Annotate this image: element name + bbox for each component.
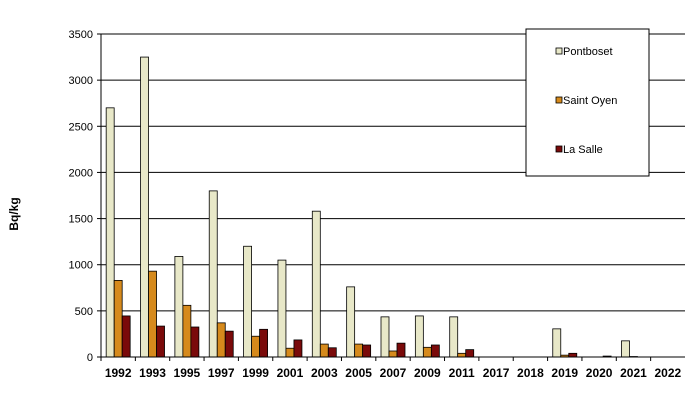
x-tick-label: 1992 [105,366,132,380]
x-tick-label: 2021 [620,366,647,380]
y-tick-label: 2000 [69,167,93,179]
y-tick-label: 1500 [69,214,93,226]
y-tick-label: 0 [87,352,93,364]
bar-pontboset-2007 [380,316,390,358]
bar-la-salle-2001 [293,339,303,358]
x-tick-label: 2020 [586,366,613,380]
axes [100,34,685,358]
gridlines [101,33,685,312]
bar-saint-oyen-2009 [422,346,432,358]
y-axis-label: Bq/kg [7,197,21,230]
bar-pontboset-2019 [552,328,562,358]
y-axis-ticks: 0 500 1000 1500 2000 2500 3000 3500 [69,29,101,364]
y-tick-label: 3500 [69,29,93,41]
legend: Pontboset Saint Oyen La Salle [525,28,650,177]
bar-pontboset-2003 [311,210,321,358]
bar-la-salle-2009 [430,344,440,358]
x-tick-label: 2003 [311,366,338,380]
x-tick-label: 1999 [242,366,269,380]
legend-box [525,28,650,177]
legend-swatch [555,145,563,153]
x-tick-label: 2005 [345,366,372,380]
x-tick-label: 1995 [174,366,201,380]
y-tick-label: 2500 [69,121,93,133]
bar-saint-oyen-2001 [285,347,295,358]
bar-la-salle-1999 [259,328,268,358]
bar-pontboset-1993 [140,56,149,358]
bar-pontboset-1997 [208,190,218,358]
bar-saint-oyen-1995 [182,304,192,358]
y-tick-label: 3000 [69,75,93,87]
bar-saint-oyen-1997 [216,322,226,358]
x-tick-label: 2009 [414,366,441,380]
x-tick-label: 1993 [139,366,166,380]
bars [105,56,638,358]
x-tick-label: 2001 [277,366,304,380]
legend-swatch [555,96,563,104]
bar-la-salle-1992 [121,315,131,358]
bar-la-salle-2007 [396,342,406,358]
y-tick-label: 500 [75,306,93,318]
bar-la-salle-1993 [156,325,165,358]
bar-pontboset-1999 [243,245,252,358]
bar-la-salle-2011 [465,349,475,358]
bar-saint-oyen-2007 [388,350,398,358]
bar-pontboset-1992 [105,107,115,358]
bar-la-salle-2003 [327,347,337,358]
x-tick-label: 2011 [449,366,475,380]
legend-swatch [555,47,563,55]
bar-pontboset-2009 [414,315,424,358]
legend-label: Pontboset [563,46,613,58]
bar-saint-oyen-2003 [319,343,329,358]
bar-saint-oyen-1993 [148,270,157,358]
bar-la-salle-2019 [568,352,578,358]
y-tick-label: 1000 [69,260,93,272]
x-tick-label: 2017 [483,366,510,380]
bar-saint-oyen-1992 [113,280,123,358]
legend-label: Saint Oyen [563,95,617,107]
legend-label: La Salle [563,144,603,156]
x-tick-label: 2018 [517,366,544,380]
bar-pontboset-1995 [174,256,184,358]
bar-saint-oyen-2011 [457,352,467,358]
bar-pontboset-2001 [277,259,287,358]
bar-pontboset-2021 [621,340,630,358]
bar-pontboset-2005 [346,286,356,358]
x-axis-ticks: 1992 1993 1995 1997 1999 2001 2003 2005 2007 2009… [100,357,681,380]
x-tick-label: 2007 [380,366,407,380]
bar-la-salle-2005 [362,344,372,358]
x-tick-label: 2019 [551,366,578,380]
bar-saint-oyen-1999 [251,335,260,358]
bar-la-salle-1995 [190,326,200,358]
bar-pontboset-2011 [449,316,459,358]
x-tick-label: 1997 [208,366,235,380]
bar-la-salle-1997 [224,330,234,358]
x-tick-label: 2022 [654,366,681,380]
bar-saint-oyen-2005 [354,343,364,358]
